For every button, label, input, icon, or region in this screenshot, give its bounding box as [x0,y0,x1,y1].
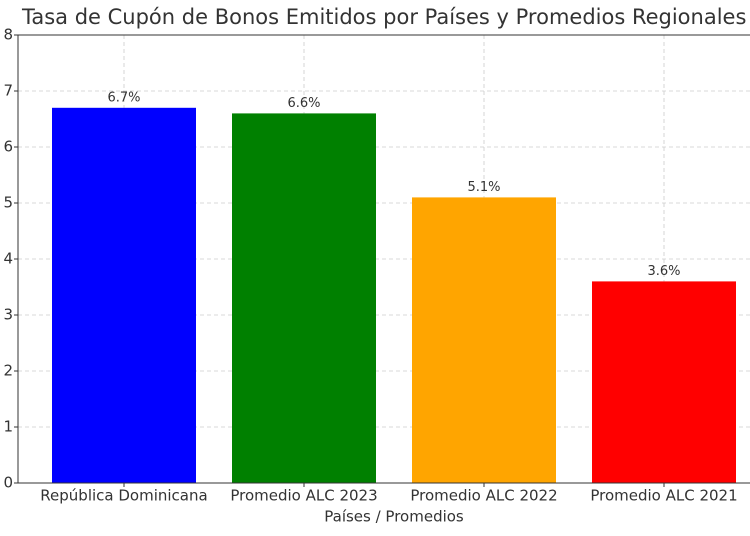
value-label: 3.6% [647,264,680,279]
bar [232,113,376,484]
y-tick-label: 8 [3,26,13,44]
x-axis-label: Países / Promedios [324,508,464,526]
y-tick-label: 4 [3,250,13,268]
value-label: 6.7% [107,90,140,105]
value-label: 5.1% [467,180,500,195]
y-tick-label: 6 [3,138,13,156]
bar [412,197,556,483]
y-tick-label: 1 [3,418,13,436]
y-tick-label: 5 [3,194,13,212]
bar [592,281,736,483]
x-tick-label: Promedio ALC 2022 [410,487,557,505]
value-label: 6.6% [287,96,320,111]
y-tick-label: 7 [3,82,13,100]
bar [52,107,196,484]
y-tick-label: 0 [3,474,13,492]
y-tick-label: 3 [3,306,13,324]
x-tick-label: Promedio ALC 2021 [590,487,737,505]
x-tick-label: Promedio ALC 2023 [230,487,377,505]
y-tick-label: 2 [3,362,13,380]
chart-title: Tasa de Cupón de Bonos Emitidos por País… [21,5,746,29]
x-tick-label: República Dominicana [40,487,207,505]
